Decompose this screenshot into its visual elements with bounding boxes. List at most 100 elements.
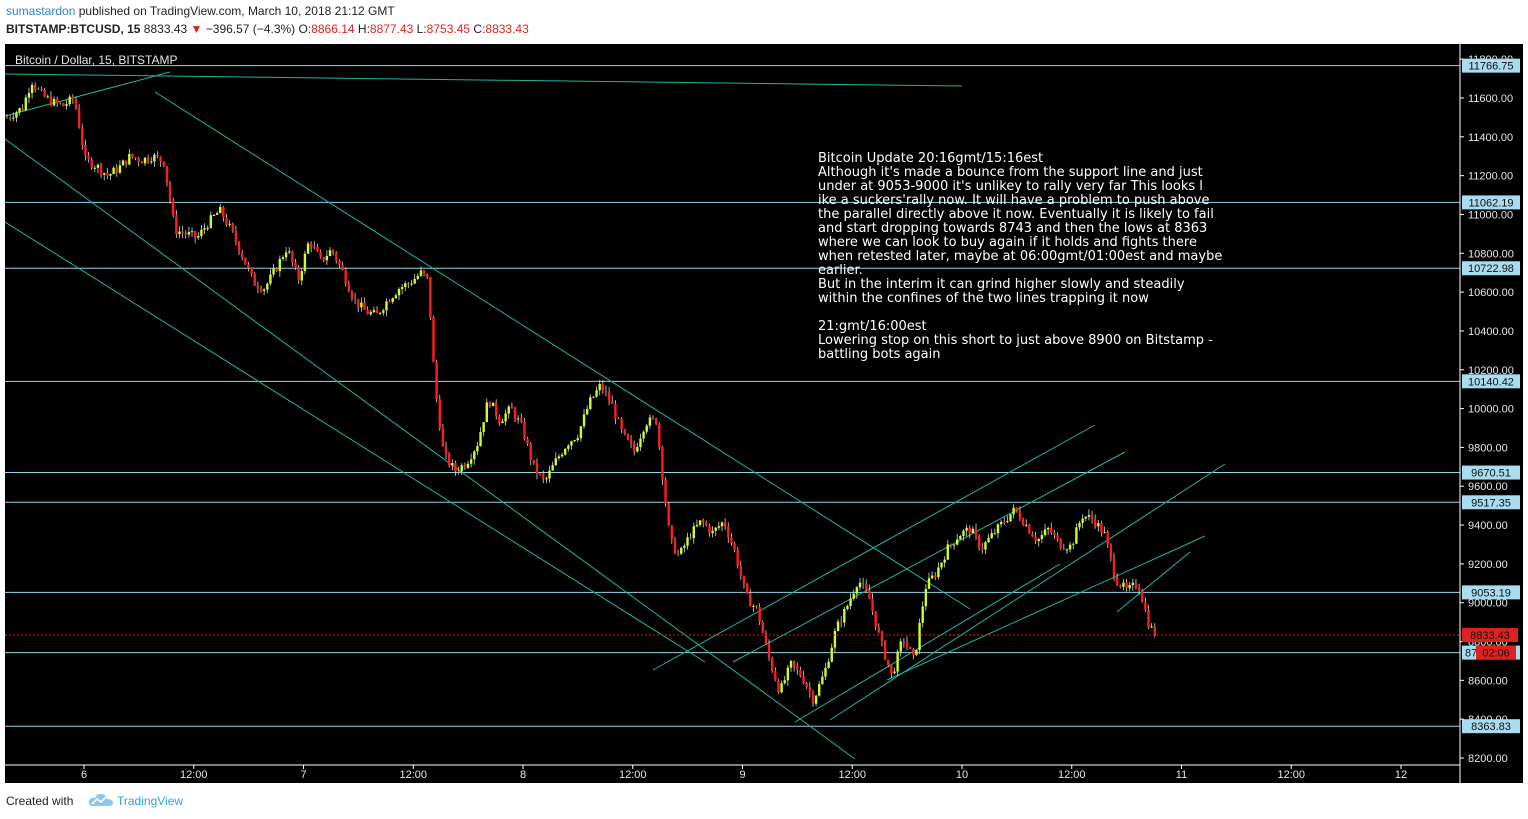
candle-body: [570, 441, 573, 446]
candle-body: [59, 102, 62, 104]
candle-body: [633, 443, 636, 452]
candle-body: [419, 270, 423, 276]
candle-body: [1134, 582, 1138, 588]
candle-body: [802, 676, 805, 684]
annotation-line: Bitcoin Update 20:16gmt/15:16est: [818, 151, 1043, 166]
candle-body: [636, 447, 639, 452]
candle-body: [824, 667, 827, 677]
candle-body: [545, 478, 548, 480]
candle-body: [175, 215, 178, 235]
trend-line: [1116, 551, 1191, 613]
candle-body: [1059, 538, 1062, 549]
candle-body: [799, 669, 802, 677]
candle-body: [814, 695, 818, 704]
candle-body: [219, 206, 222, 214]
author-link[interactable]: sumastardon: [6, 4, 76, 18]
x-tick-label: 11: [1176, 769, 1187, 781]
y-tick-label: 11600.00: [1468, 93, 1513, 105]
candle-body: [247, 264, 250, 269]
candle-body: [999, 521, 1003, 525]
candle-body: [131, 153, 134, 158]
candle-body: [949, 544, 953, 546]
candle-body: [331, 250, 335, 253]
candle-body: [538, 473, 542, 475]
candle-body: [1093, 518, 1097, 527]
candle-body: [1006, 521, 1009, 523]
candle-body: [27, 93, 31, 98]
annotation-line: But in the interim it can grind higher s…: [818, 277, 1185, 292]
candle-body: [554, 458, 557, 466]
candle-body: [551, 465, 554, 471]
candle-body: [369, 312, 372, 315]
candle-body: [438, 399, 441, 429]
y-tick-label: 11200.00: [1468, 171, 1513, 183]
y-tick-label: 10600.00: [1468, 287, 1514, 299]
annotation-line: where we can look to buy again if it hol…: [818, 235, 1197, 250]
candle-body: [956, 539, 959, 545]
candle-body: [617, 418, 620, 420]
candle-body: [676, 553, 680, 555]
candle-body: [1112, 557, 1116, 577]
candle-body: [203, 228, 206, 230]
candle-body: [915, 650, 918, 655]
candle-body: [253, 274, 256, 286]
candle-body: [347, 284, 351, 292]
tradingview-cloud-icon[interactable]: [88, 792, 114, 808]
chart-area[interactable]: Bitcoin Update 20:16gmt/15:16est Although…: [5, 44, 1523, 783]
candle-body: [491, 402, 495, 407]
candle-body: [256, 285, 260, 289]
candle-body: [1050, 527, 1053, 533]
candle-body: [1106, 532, 1109, 545]
candle-body: [987, 538, 990, 543]
candle-body: [990, 533, 993, 539]
candle-body: [1046, 527, 1050, 530]
candle-body: [473, 451, 476, 460]
candle-body: [197, 235, 200, 238]
candle-body: [846, 605, 849, 610]
candle-body: [683, 545, 686, 548]
candle-body: [1115, 576, 1119, 586]
candle-body: [620, 418, 623, 430]
candle-body: [585, 408, 589, 415]
candle-body: [1062, 548, 1066, 550]
level-tag: [1462, 465, 1520, 480]
last-price: 8833.43: [143, 22, 188, 36]
candle-body: [723, 522, 727, 527]
level-tag-label: 11766.75: [1468, 61, 1513, 73]
candle-body: [222, 206, 225, 218]
candle-body: [705, 522, 708, 526]
candle-body: [981, 547, 984, 550]
candle-body: [137, 158, 140, 162]
candle-body: [940, 562, 943, 568]
price-chart[interactable]: Bitcoin Update 20:16gmt/15:16estAlthough…: [5, 44, 1523, 783]
candle-body: [266, 283, 269, 290]
candle-body: [441, 428, 445, 447]
candle-body: [1053, 532, 1056, 536]
candle-body: [228, 223, 231, 225]
candle-body: [589, 397, 592, 409]
candle-body: [1015, 507, 1018, 512]
candle-body: [187, 232, 191, 235]
annotation-line: Lowering stop on this short to just abov…: [818, 333, 1213, 348]
candle-body: [893, 671, 896, 674]
tradingview-link[interactable]: TradingView: [117, 794, 184, 808]
candle-body: [344, 270, 347, 285]
candle-body: [193, 231, 197, 238]
x-tick-label: 12:00: [619, 769, 647, 781]
last-price-tag: [1462, 628, 1518, 643]
candle-body: [1021, 519, 1025, 526]
candle-body: [777, 680, 780, 693]
chart-header: sumastardon published on TradingView.com…: [0, 0, 1528, 44]
candle-body: [796, 666, 799, 670]
candle-body: [206, 227, 209, 229]
candle-body: [501, 421, 504, 424]
down-triangle-icon: ▼: [190, 22, 203, 36]
candle-body: [49, 96, 53, 106]
candle-body: [896, 651, 899, 672]
candle-body: [313, 246, 316, 248]
candle-body: [567, 445, 570, 449]
candle-body: [1043, 529, 1047, 536]
trend-line: [794, 563, 1061, 723]
candle-body: [758, 606, 761, 622]
candle-body: [513, 408, 517, 420]
